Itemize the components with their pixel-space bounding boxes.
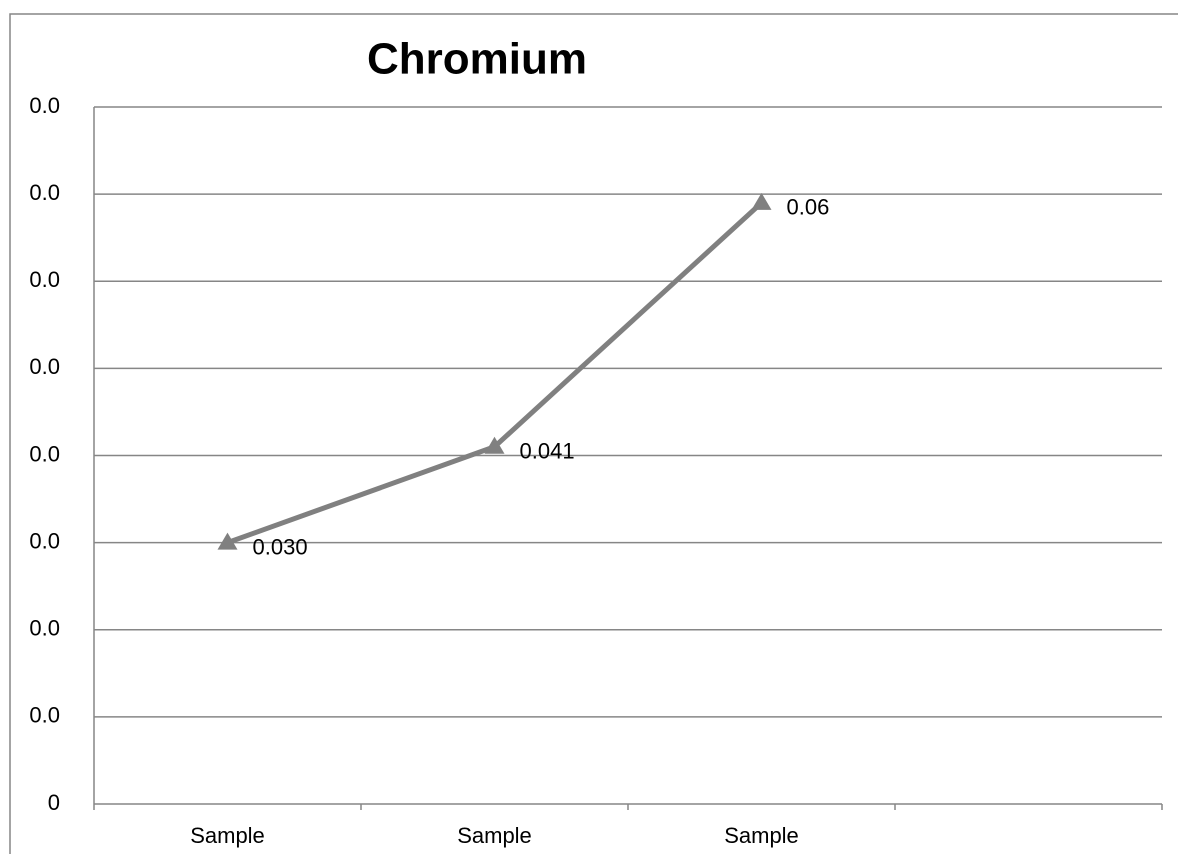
marker: [751, 192, 772, 210]
marker: [484, 436, 505, 454]
y-tick-label: 0.0: [29, 616, 60, 641]
line: [226, 200, 764, 545]
data-label: 0.041: [520, 439, 575, 464]
marker: [217, 532, 238, 550]
y-tick-label: 0.0: [29, 93, 60, 118]
data-label: 0.06: [787, 195, 830, 220]
chart-title: Chromium: [367, 35, 587, 84]
x-tick-label: Sample: [724, 823, 799, 848]
chart-border: [9, 13, 1178, 854]
y-tick-label: 0: [48, 790, 60, 815]
data-label: 0.030: [253, 534, 308, 559]
y-tick-label: 0.0: [29, 441, 60, 466]
y-tick-label: 0.0: [29, 354, 60, 379]
x-tick-label: Sample: [457, 823, 532, 848]
x-tick-label: Sample: [190, 823, 265, 848]
y-tick-label: 0.0: [29, 180, 60, 205]
y-tick-label: 0.0: [29, 528, 60, 553]
y-tick-label: 0.0: [29, 267, 60, 292]
y-tick-label: 0.0: [29, 703, 60, 728]
